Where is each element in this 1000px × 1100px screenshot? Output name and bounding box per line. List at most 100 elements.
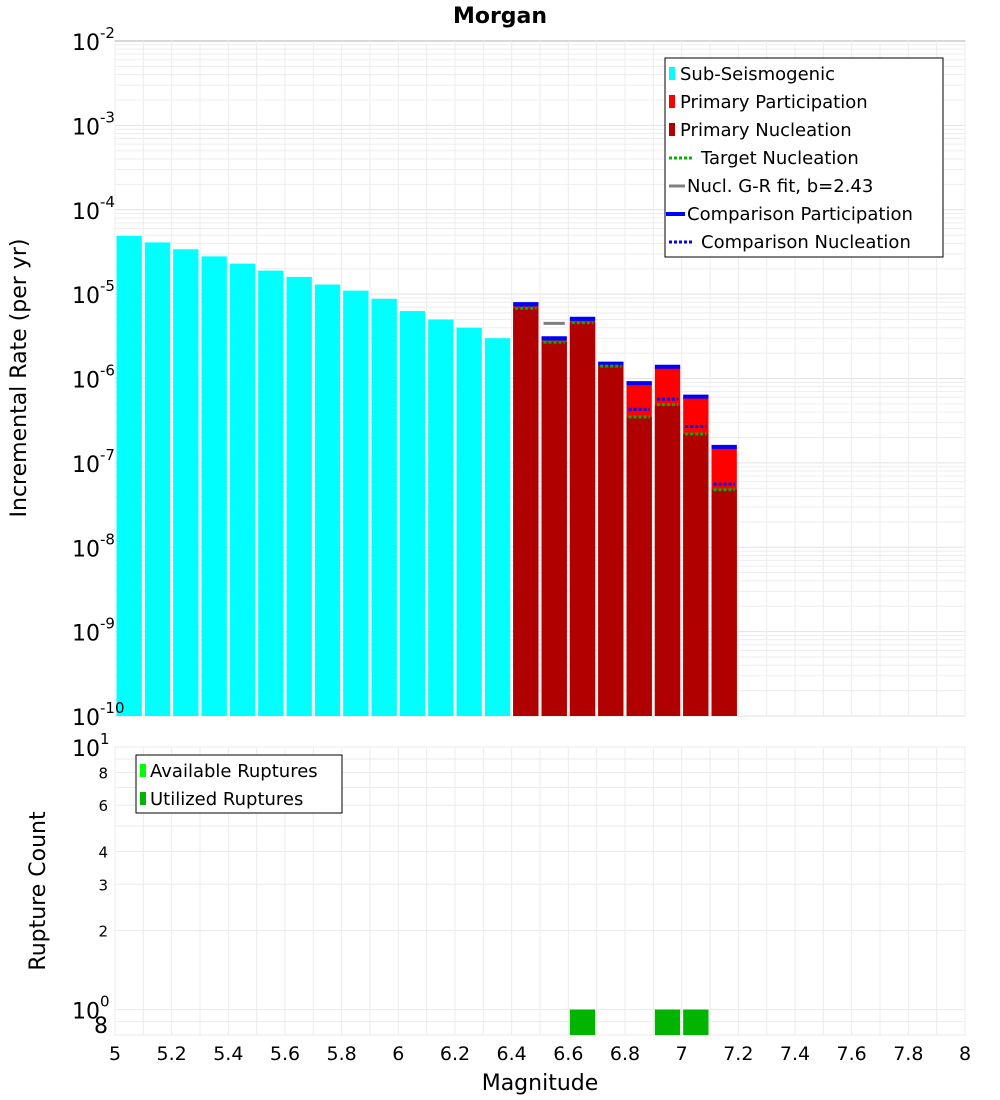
y-tick-base: 10: [72, 622, 100, 647]
sub-seismogenic-bar: [173, 249, 199, 716]
sub-seismogenic-bar: [258, 270, 284, 716]
utilized-ruptures-bar: [683, 1009, 709, 1035]
y-tick-exponent: -8: [100, 530, 115, 548]
x-tick-label: 7.6: [837, 1043, 867, 1065]
legend-swatch: [140, 764, 146, 777]
sub-seismogenic-bar: [399, 311, 426, 716]
top-bars: [116, 235, 737, 716]
top-y-tick-label: 10-4: [72, 193, 115, 225]
legend-swatch: [669, 123, 675, 136]
top-legend: Sub-Seismogenic Primary Participation Prim…: [664, 57, 944, 258]
bottom-bars: [569, 1009, 709, 1035]
sub-seismogenic-bar: [456, 327, 482, 716]
bottom-y-axis-label: Rupture Count: [26, 811, 51, 971]
legend-label: Sub-Seismogenic: [680, 64, 835, 85]
x-tick-label: 5.6: [270, 1043, 300, 1065]
bottom-gridlines: [114, 746, 966, 1036]
x-tick-label: 6.2: [440, 1043, 470, 1065]
y-tick-base: 10: [72, 31, 100, 56]
y-tick-exponent: 0: [100, 993, 110, 1011]
y-tick-exponent: 1: [100, 730, 110, 748]
x-tick-label: 5.2: [157, 1043, 187, 1065]
top-y-tick-label: 10-8: [72, 530, 115, 562]
y-tick-exponent: -9: [100, 615, 115, 633]
x-tick-label: 5.8: [327, 1043, 357, 1065]
bottom-y-tick-label: 101: [72, 730, 110, 762]
legend-label: Comparison Participation: [687, 204, 913, 225]
top-y-tick-label: 10-5: [72, 277, 115, 309]
legend-label: Primary Participation: [680, 92, 868, 113]
sub-seismogenic-bar: [286, 276, 312, 716]
utilized-ruptures-bar: [569, 1009, 596, 1035]
y-tick-base: 10: [72, 284, 100, 309]
x-tick-label: 8: [959, 1043, 971, 1065]
sub-seismogenic-bar: [371, 298, 397, 716]
legend-label: Utilized Ruptures: [150, 789, 303, 810]
sub-seismogenic-bar: [201, 256, 227, 716]
legend-label: Primary Nucleation: [680, 120, 852, 141]
y-tick-base: 10: [72, 706, 100, 731]
bottom-y-tick-label: 100: [72, 993, 110, 1025]
legend-swatch: [669, 95, 675, 108]
y-tick-base: 10: [72, 453, 100, 478]
top-y-tick-label: 10-3: [72, 108, 115, 140]
top-y-tick-label: 10-2: [72, 24, 115, 56]
sub-seismogenic-bar: [144, 242, 171, 716]
bottom-y-minor-tick-label: 8: [94, 1014, 108, 1039]
primary-nucleation-bar: [598, 366, 624, 716]
primary-nucleation-bar: [626, 416, 652, 716]
x-tick-label: 7.8: [893, 1043, 923, 1065]
x-tick-label: 6.4: [497, 1043, 527, 1065]
primary-nucleation-bar: [654, 405, 681, 716]
x-tick-label: 7.4: [780, 1043, 810, 1065]
primary-nucleation-bar: [513, 308, 539, 716]
legend-swatch: [669, 67, 675, 80]
primary-nucleation-bar: [541, 342, 567, 716]
x-tick-label: 5.4: [213, 1043, 243, 1065]
top-y-tick-label: 10-10: [72, 699, 125, 731]
bottom-legend-box: [135, 754, 343, 814]
x-tick-label: 6.6: [553, 1043, 583, 1065]
primary-nucleation-bar: [683, 433, 709, 716]
x-tick-label: 6: [392, 1043, 404, 1065]
y-tick-base: 10: [72, 369, 100, 394]
y-tick-exponent: -6: [100, 362, 115, 380]
top-y-tick-labels: 10-210-310-410-510-610-710-810-910-10: [72, 24, 125, 731]
sub-seismogenic-bar: [484, 338, 511, 716]
x-tick-label: 6.8: [610, 1043, 640, 1065]
bottom-y-minor-tick-label: 2: [98, 923, 108, 941]
x-tick-labels: 5 5.2 5.4 5.6 5.8 6 6.2 6.4 6.6 6.8 7 7.2 7.4 7.6 7.8 8: [109, 1043, 971, 1065]
y-tick-exponent: -3: [100, 108, 115, 126]
primary-nucleation-bar: [711, 489, 737, 716]
bottom-y-minor-tick-label: 4: [98, 843, 108, 861]
y-tick-base: 10: [72, 537, 100, 562]
top-panel: 10-210-310-410-510-610-710-810-910-10 In…: [7, 24, 966, 731]
bottom-y-minor-tick-label: 8: [98, 764, 108, 782]
x-tick-label: 5: [109, 1043, 121, 1065]
y-tick-base: 10: [72, 115, 100, 140]
legend-label: Target Nucleation: [700, 148, 859, 169]
chart-title: Morgan: [453, 4, 547, 29]
bottom-y-minor-tick-label: 6: [98, 797, 108, 815]
primary-nucleation-bar: [569, 322, 596, 716]
y-tick-base: 10: [72, 200, 100, 225]
top-y-tick-label: 10-9: [72, 615, 115, 647]
bottom-legend: Available Ruptures Utilized Ruptures: [135, 754, 343, 814]
x-axis-label: Magnitude: [482, 1071, 599, 1096]
x-tick-label: 7.2: [723, 1043, 753, 1065]
top-y-tick-label: 10-7: [72, 446, 115, 478]
bottom-y-minor-tick-label: 3: [98, 876, 108, 894]
legend-swatch: [140, 792, 146, 805]
y-tick-base: 10: [72, 1000, 100, 1025]
utilized-ruptures-bar: [654, 1009, 681, 1035]
sub-seismogenic-bar: [343, 290, 369, 716]
sub-seismogenic-bar: [314, 284, 341, 716]
sub-seismogenic-bar: [428, 319, 454, 716]
top-y-axis-label: Incremental Rate (per yr): [7, 239, 32, 518]
legend-label: Comparison Nucleation: [701, 232, 911, 253]
sub-seismogenic-bar: [229, 263, 256, 716]
y-tick-exponent: -4: [100, 193, 115, 211]
